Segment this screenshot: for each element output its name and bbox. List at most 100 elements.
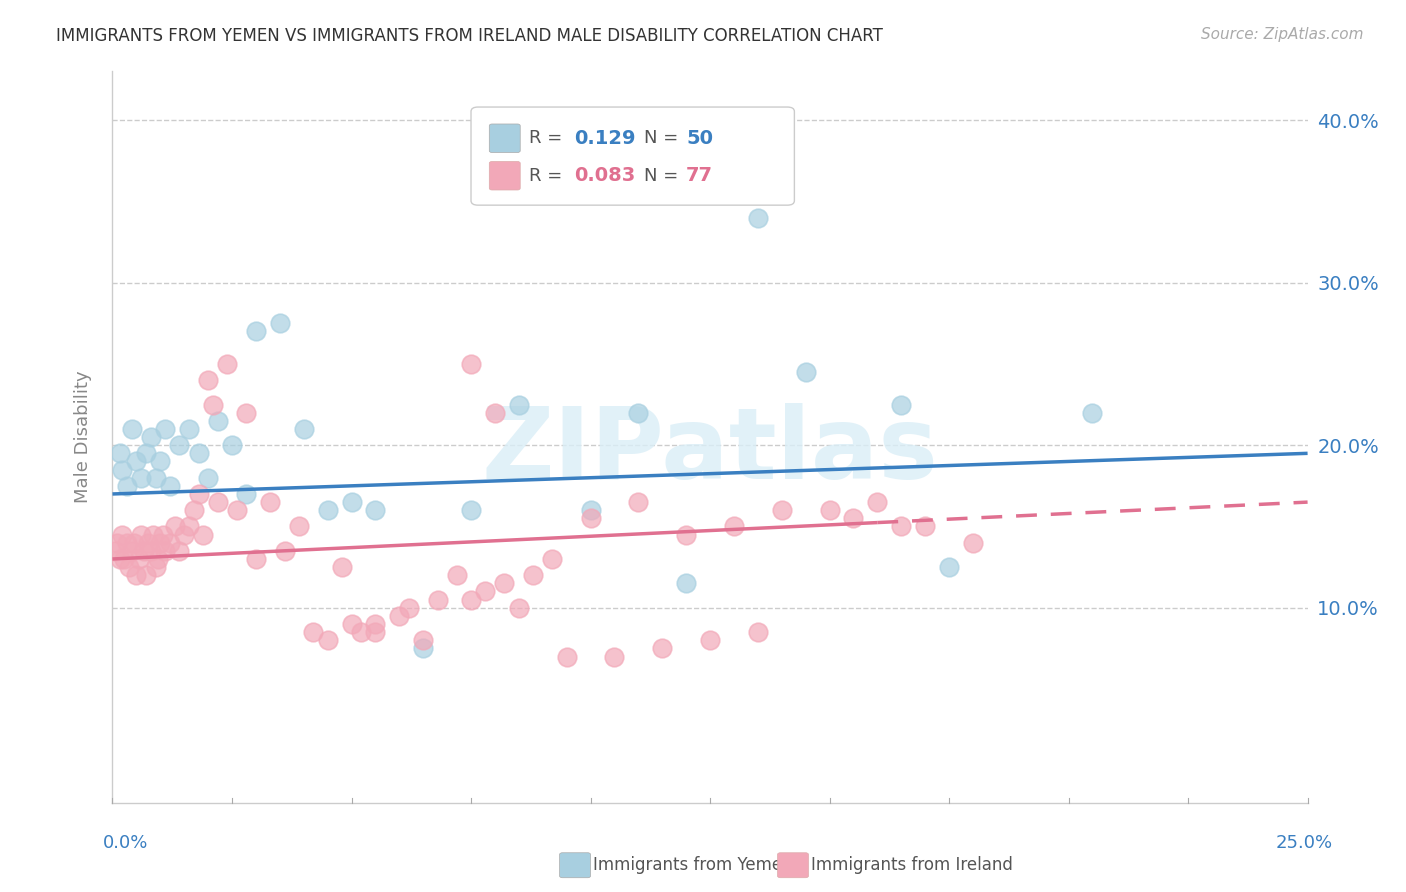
Point <box>201 398 224 412</box>
Point <box>818 503 841 517</box>
Point <box>388 608 411 623</box>
Point <box>105 535 128 549</box>
Point <box>207 414 229 428</box>
Point <box>484 406 506 420</box>
Point <box>125 568 148 582</box>
Point <box>579 503 602 517</box>
Point <box>149 535 172 549</box>
Point <box>316 503 339 517</box>
Point <box>699 633 721 648</box>
Point <box>288 519 311 533</box>
Point <box>412 641 434 656</box>
Point <box>460 503 482 517</box>
Point <box>108 552 131 566</box>
Point <box>962 535 984 549</box>
Point <box>269 316 291 330</box>
Point <box>460 357 482 371</box>
Text: N =: N = <box>644 167 678 185</box>
Point <box>235 487 257 501</box>
Point <box>675 527 697 541</box>
Text: Source: ZipAtlas.com: Source: ZipAtlas.com <box>1201 27 1364 42</box>
Point <box>135 446 157 460</box>
Point <box>183 503 205 517</box>
Point <box>149 454 172 468</box>
Point <box>340 495 363 509</box>
Point <box>364 625 387 640</box>
Text: IMMIGRANTS FROM YEMEN VS IMMIGRANTS FROM IRELAND MALE DISABILITY CORRELATION CHA: IMMIGRANTS FROM YEMEN VS IMMIGRANTS FROM… <box>56 27 883 45</box>
Point <box>508 398 530 412</box>
Point <box>138 535 160 549</box>
Point <box>245 325 267 339</box>
Point <box>108 446 131 460</box>
Point <box>794 365 817 379</box>
Point <box>121 544 143 558</box>
Point <box>494 576 516 591</box>
Point <box>890 398 912 412</box>
Point <box>197 373 219 387</box>
Point <box>398 600 420 615</box>
Point <box>129 527 152 541</box>
Text: 25.0%: 25.0% <box>1275 834 1333 852</box>
Point <box>152 527 174 541</box>
Point <box>173 527 195 541</box>
Point <box>146 552 169 566</box>
Text: 0.083: 0.083 <box>574 166 636 186</box>
Point <box>412 633 434 648</box>
Point <box>153 422 176 436</box>
Point <box>177 422 200 436</box>
Text: 77: 77 <box>686 166 713 186</box>
Text: 0.0%: 0.0% <box>103 834 148 852</box>
Point <box>302 625 325 640</box>
Point <box>197 471 219 485</box>
Point <box>115 535 138 549</box>
Point <box>169 438 191 452</box>
Text: 50: 50 <box>686 128 713 148</box>
Point <box>460 592 482 607</box>
Point <box>675 576 697 591</box>
Point <box>169 544 191 558</box>
Point <box>866 495 889 509</box>
Point <box>177 519 200 533</box>
Point <box>235 406 257 420</box>
Point <box>259 495 281 509</box>
Point <box>579 511 602 525</box>
Point <box>163 519 186 533</box>
Point <box>207 495 229 509</box>
Point <box>651 641 673 656</box>
Point <box>508 600 530 615</box>
Point <box>139 430 162 444</box>
Text: R =: R = <box>529 129 562 147</box>
Point <box>316 633 339 648</box>
Point <box>187 487 209 501</box>
Text: Immigrants from Yemen: Immigrants from Yemen <box>593 856 793 874</box>
Point <box>159 479 181 493</box>
Point <box>555 649 578 664</box>
Point <box>1081 406 1104 420</box>
Point <box>747 211 769 225</box>
Point <box>217 357 239 371</box>
Point <box>121 422 143 436</box>
Point <box>111 527 134 541</box>
Point <box>142 527 165 541</box>
Point <box>938 560 960 574</box>
Y-axis label: Male Disability: Male Disability <box>73 371 91 503</box>
Text: ZIPatlas: ZIPatlas <box>482 403 938 500</box>
Point <box>890 519 912 533</box>
Point <box>221 438 243 452</box>
Point <box>145 471 167 485</box>
Point <box>122 535 145 549</box>
Point <box>474 584 496 599</box>
Point <box>115 479 138 493</box>
Point <box>627 406 650 420</box>
Point <box>125 454 148 468</box>
Point <box>135 568 157 582</box>
Point <box>245 552 267 566</box>
Point <box>273 544 295 558</box>
Point <box>193 527 215 541</box>
Point <box>132 544 155 558</box>
Point <box>914 519 936 533</box>
Text: R =: R = <box>529 167 562 185</box>
Point <box>225 503 247 517</box>
Point <box>292 422 315 436</box>
Point <box>187 446 209 460</box>
